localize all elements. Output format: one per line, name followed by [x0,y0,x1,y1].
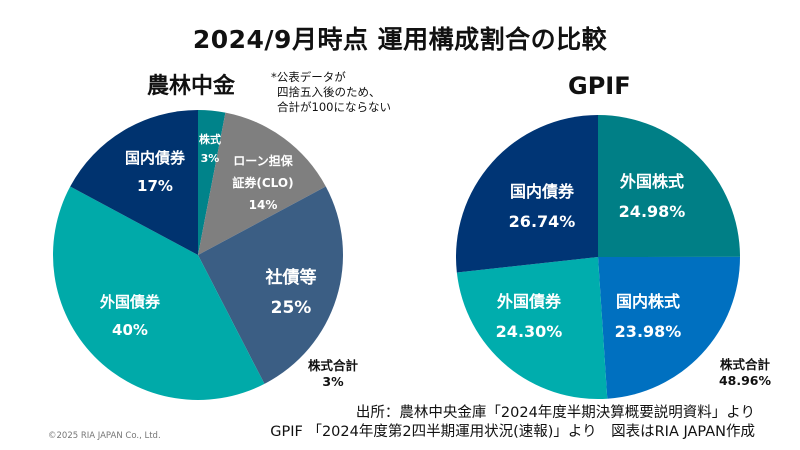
pie-slice [52,186,265,400]
pie-slice [456,257,608,399]
slice-value-label: 24.98% [619,202,686,221]
pie-slice [198,186,344,384]
slice-label: 社債等 [265,267,317,288]
copyright: ©2025 RIA JAPAN Co., Ltd. [48,431,161,441]
slice-value-label: 26.74% [509,212,576,231]
slice-value-label: 14% [249,198,278,212]
source-line-2: GPIF 「2024年度第2四半期運用状況(速報)」より 図表はRIA JAPA… [270,424,755,440]
slice-label: 国内債券 [125,149,186,167]
slice-label: 株式 [199,132,221,146]
slice-value-label: 25% [271,298,312,318]
page-title: 2024/9月時点 運用構成割合の比較 [192,25,608,54]
source-line-1: 出所：農林中央金庫「2024年度半期決算概要説明資料」より [355,405,755,421]
slice-value-label: 3% [201,152,220,165]
note-line: 四捨五入後のため、 [277,85,381,99]
slice-label: 外国債券 [99,293,161,311]
slice-label: 国内株式 [616,292,680,311]
pie-slice [598,115,740,257]
pie-slice [198,110,226,255]
right-chart-title: GPIF [568,72,631,100]
left-equity-total: 株式合計 3% [298,358,368,390]
pie-slice [198,112,326,256]
slice-label: 証券(CLO) [232,175,293,190]
slice-value-label: 24.30% [496,322,563,341]
pie-slice [598,256,740,399]
equity-total-value: 48.96% [718,373,772,388]
right-equity-total: 株式合計 48.96% [700,357,790,389]
pie-gpif: 外国株式 24.98% 国内株式 23.98% 外国債券 24.30% 国内債券 26.74% [455,115,740,399]
slice-label: 外国株式 [619,172,684,191]
pie-slice [455,115,598,273]
slice-label: 国内債券 [510,182,575,201]
pie-slice [70,110,198,255]
note-line: 合計が100にならない [277,100,391,114]
rounding-note: *公表データが 四捨五入後のため、 合計が100にならない [271,70,391,115]
equity-total-label: 株式合計 [719,357,770,372]
left-chart-title: 農林中金 [147,74,236,99]
slice-value-label: 23.98% [615,322,682,341]
equity-total-label: 株式合計 [307,358,358,373]
slice-label: 外国債券 [496,292,562,311]
note-line: *公表データが [271,70,346,84]
slice-value-label: 17% [137,177,173,195]
slice-label: ローン担保 [233,153,293,168]
equity-total-value: 3% [322,374,344,389]
slice-value-label: 40% [112,321,148,339]
